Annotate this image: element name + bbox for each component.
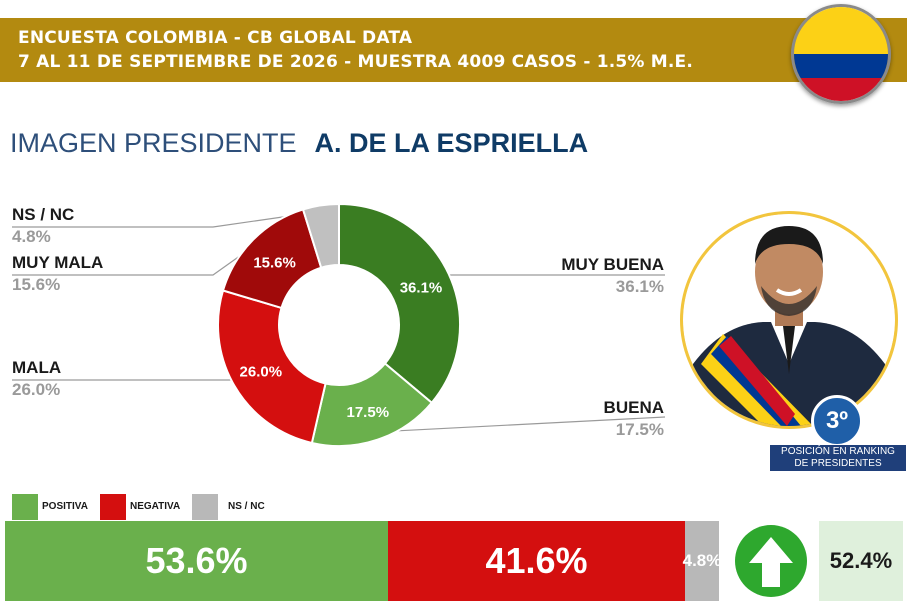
- slice-muy-buena: [338, 202, 461, 405]
- survey-details: 7 AL 11 DE SEPTIEMBRE DE 2026 - MUESTRA …: [18, 52, 694, 72]
- page-title: IMAGEN PRESIDENTE A. DE LA ESPRIELLA: [10, 128, 588, 159]
- net-balance-value: 52.4%: [819, 521, 903, 601]
- donut-slices: [217, 202, 461, 447]
- slice-mala-value: 26.0%: [240, 364, 283, 381]
- label-name: BUENA: [603, 398, 664, 417]
- ranking-caption-line-1: POSICIÓN EN RANKING: [781, 446, 895, 457]
- president-portrait: [680, 211, 898, 429]
- slice-ns-nc: [301, 202, 340, 269]
- label-value: 26.0%: [12, 380, 61, 399]
- slice-muy-mala-value: 15.6%: [253, 254, 296, 271]
- title-prefix: IMAGEN PRESIDENTE: [10, 128, 297, 158]
- colombia-flag-icon: [791, 4, 891, 104]
- label-name: NS / NC: [12, 205, 75, 224]
- label-muy-mala: MUY MALA 15.6%: [12, 253, 103, 295]
- president-name: A. DE LA ESPRIELLA: [314, 128, 589, 158]
- label-value: 4.8%: [12, 227, 51, 246]
- legend-label: NEGATIVA: [130, 501, 181, 512]
- label-value: 36.1%: [615, 277, 664, 296]
- portrait-illustration: [683, 214, 895, 426]
- legend-swatch: [192, 494, 218, 520]
- ranking-position-badge: 3º: [811, 395, 863, 447]
- survey-title: ENCUESTA COLOMBIA - CB GLOBAL DATA: [18, 28, 413, 48]
- label-ns-nc: NS / NC 4.8%: [12, 205, 74, 247]
- leader-line: [374, 416, 666, 433]
- slice-muy-buena-value: 36.1%: [400, 280, 443, 297]
- label-muy-buena: MUY BUENA 36.1%: [561, 255, 664, 297]
- label-buena: BUENA 17.5%: [604, 398, 664, 440]
- summary-bar-negativa: 41.6%: [388, 521, 685, 601]
- legend-label: NS / NC: [228, 501, 265, 512]
- label-name: MUY MALA: [12, 253, 104, 272]
- header-band: ENCUESTA COLOMBIA - CB GLOBAL DATA 7 AL …: [0, 18, 907, 82]
- slice-mala: [217, 289, 327, 445]
- legend-swatch: [12, 494, 38, 520]
- donut-slice-labels: 36.1% 17.5% 26.0% 15.6%: [240, 254, 443, 420]
- ranking-caption-line-2: DE PRESIDENTES: [794, 458, 882, 469]
- summary-bar-ns-nc: 4.8%: [683, 521, 721, 601]
- legend-label: POSITIVA: [42, 501, 88, 512]
- up-arrow-icon: [735, 525, 807, 597]
- slice-buena-value: 17.5%: [347, 404, 390, 421]
- label-name: MALA: [12, 358, 62, 377]
- label-mala: MALA 26.0%: [12, 358, 61, 400]
- legend-swatch: [100, 494, 126, 520]
- label-name: MUY BUENA: [561, 255, 664, 274]
- summary-bar-positiva: 53.6%: [5, 521, 388, 601]
- ranking-caption: POSICIÓN EN RANKING DE PRESIDENTES: [770, 445, 906, 471]
- label-value: 15.6%: [12, 275, 61, 294]
- label-value: 17.5%: [615, 420, 664, 439]
